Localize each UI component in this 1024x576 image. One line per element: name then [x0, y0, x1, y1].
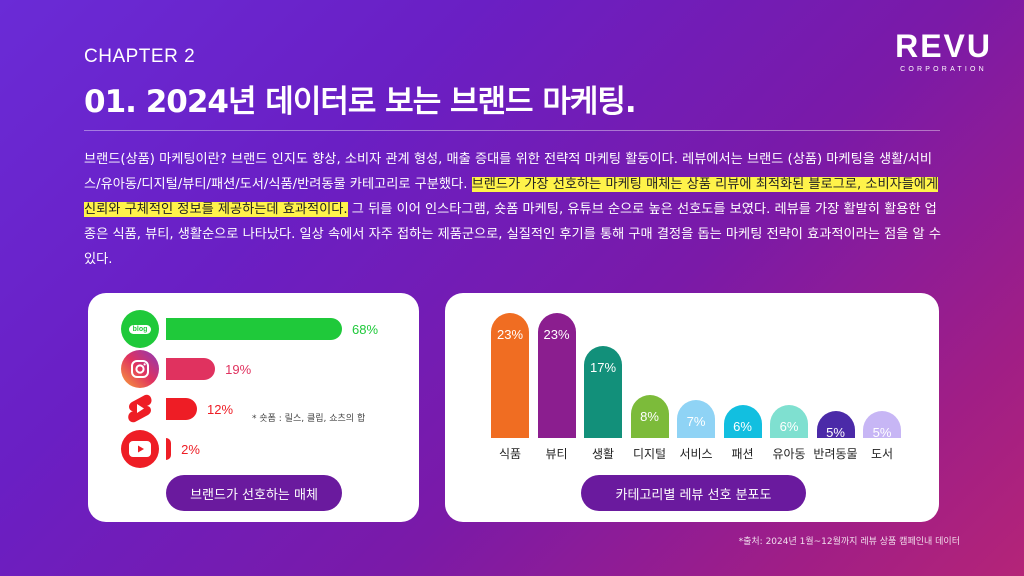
- category-value-label: 5%: [826, 424, 845, 440]
- category-bar: [770, 405, 808, 438]
- category-axis-label: 식품: [498, 447, 522, 461]
- category-value-label: 23%: [496, 327, 524, 342]
- media-value-label: 19%: [225, 361, 252, 377]
- media-bar: [166, 398, 198, 420]
- category-bar: [491, 313, 529, 438]
- title-divider: [84, 130, 940, 131]
- category-axis-label: 패션: [731, 447, 754, 461]
- media-bar: [166, 318, 342, 340]
- intro-paragraph: 브랜드(상품) 마케팅이란? 브랜드 인지도 향상, 소비자 관계 형성, 매출…: [84, 147, 942, 272]
- blog-icon: blog: [121, 310, 159, 348]
- category-bar: [677, 399, 715, 438]
- logo-wordmark: REVU: [895, 28, 992, 64]
- category-bar: [723, 405, 762, 438]
- media-value-label: 68%: [352, 321, 379, 337]
- logo-subtitle: CORPORATION: [900, 66, 987, 73]
- media-row: 12%: [121, 390, 233, 428]
- category-value-label: 6%: [733, 419, 752, 435]
- instagram-icon: [121, 350, 159, 388]
- media-chart-title: 브랜드가 선호하는 매체: [166, 475, 342, 511]
- category-axis-label: 유아동: [772, 447, 806, 461]
- intro-text-1: 브랜드(상품) 마케팅이란? 브랜드 인지도 향상, 소비자 관계 형성, 매출…: [84, 152, 932, 192]
- shortform-note: * 숏폼 : 릴스, 클립, 쇼츠의 합: [252, 414, 366, 424]
- category-axis-label: 반려동물: [813, 447, 858, 461]
- category-bar: [584, 345, 622, 438]
- media-preference-card: blog 68% 19% 12% 2% * 숏폼 : 릴스, 클립, 쇼츠의 합 브랜드…: [88, 293, 419, 522]
- revu-logo: REVU CORPORATION: [895, 30, 992, 73]
- category-value-label: 7%: [686, 413, 706, 429]
- category-axis-label: 도서: [870, 447, 894, 461]
- intro-text-2: 그 뒤를 이어 인스타그램, 숏폼 마케팅, 유튜브 순으로 높은 선호도를 보…: [84, 202, 942, 267]
- media-value-label: 2%: [181, 441, 200, 457]
- category-value-label: 17%: [589, 359, 617, 375]
- media-bar: [166, 358, 216, 380]
- category-distribution-card: 23% 식품 23% 뷰티 17% 생활 8% 디지털 7% 서비스 6% 패션 6% 유아동 5% 반려동물…: [445, 293, 939, 522]
- category-value-label: 8%: [640, 408, 659, 424]
- category-value-label: 5%: [872, 424, 892, 440]
- youtube-icon: [121, 430, 159, 468]
- chapter-label: CHAPTER 2: [84, 46, 196, 67]
- category-axis-label: 디지털: [632, 447, 667, 461]
- media-row: blog 68%: [121, 310, 378, 348]
- category-bar: [630, 394, 669, 438]
- category-axis-label: 서비스: [679, 447, 713, 461]
- category-chart-title: 카테고리별 레뷰 선호 분포도: [581, 475, 806, 511]
- media-value-label: 12%: [207, 401, 234, 417]
- category-value-label: 6%: [779, 419, 799, 435]
- category-bar: [863, 410, 901, 438]
- media-row: 2%: [121, 430, 200, 468]
- category-bar: [537, 313, 576, 438]
- category-bar-chart: 23% 식품 23% 뷰티 17% 생활 8% 디지털 7% 서비스 6% 패션 6% 유아동 5% 반려동물…: [491, 293, 911, 461]
- category-axis-label: 생활: [591, 447, 615, 461]
- media-row: 19%: [121, 350, 251, 388]
- media-bar: [166, 438, 172, 460]
- category-bar: [816, 410, 855, 438]
- shorts-icon: [121, 390, 159, 428]
- category-axis-label: 뷰티: [545, 447, 568, 461]
- blog-badge-text: blog: [128, 324, 152, 334]
- source-note: *출처: 2024년 1월~12월까지 레뷰 상품 캠페인내 데이터: [738, 537, 960, 547]
- page-title: 01. 2024년 데이터로 보는 브랜드 마케팅.: [84, 84, 637, 120]
- category-value-label: 23%: [543, 327, 570, 342]
